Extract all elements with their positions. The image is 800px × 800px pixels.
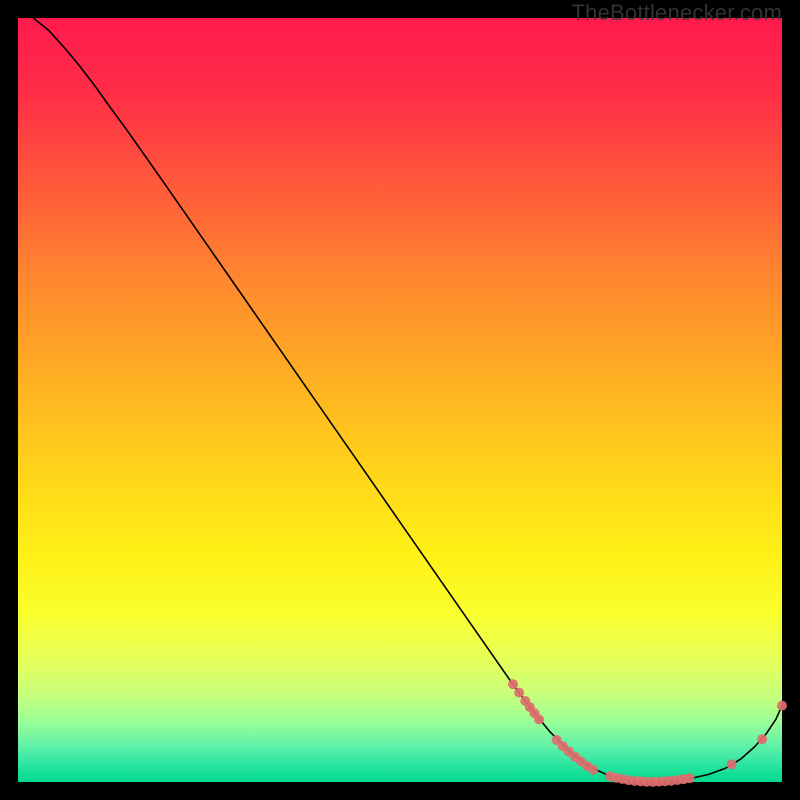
data-marker (757, 734, 767, 744)
data-marker (727, 759, 737, 769)
data-marker (588, 765, 598, 775)
data-marker (777, 701, 787, 711)
data-marker (685, 773, 695, 783)
watermark-text: TheBottlenecker.com (572, 0, 782, 26)
data-marker (534, 714, 544, 724)
chart-container: { "figure": { "width_px": 800, "height_p… (0, 0, 800, 800)
plot-background (18, 18, 782, 782)
plot-svg (0, 0, 800, 800)
data-marker (508, 679, 518, 689)
data-marker (514, 688, 524, 698)
